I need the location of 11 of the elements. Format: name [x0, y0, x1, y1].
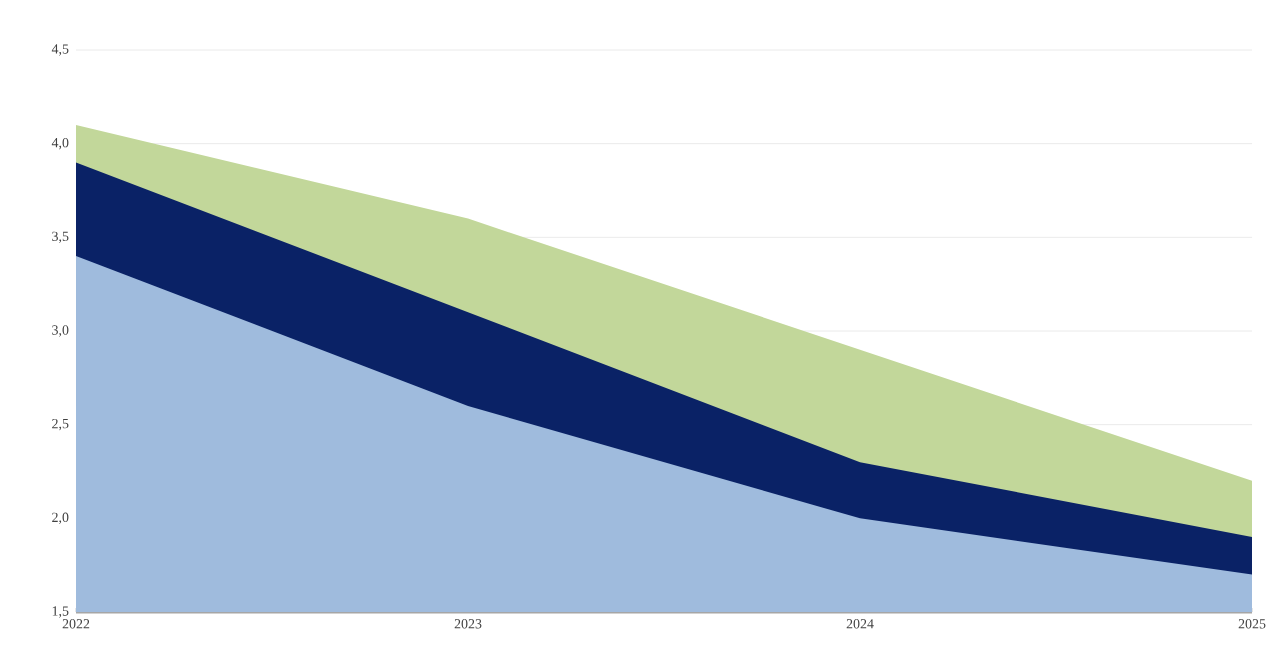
y-tick-label: 3,5: [52, 231, 69, 244]
y-tick-label: 3,0: [52, 325, 69, 337]
y-tick-label: 2,5: [52, 418, 69, 431]
x-tick-label: 2022: [62, 619, 90, 629]
y-tick-label: 4,5: [51, 44, 69, 56]
x-tick-label: 2023: [454, 619, 482, 629]
x-tick-label: 2025: [1238, 619, 1266, 629]
x-tick-label: 2024: [846, 619, 874, 629]
y-tick-label: 1,5: [52, 606, 69, 618]
y-tick-label: 4,0: [51, 137, 69, 150]
y-tick-label: 2,0: [52, 512, 69, 525]
